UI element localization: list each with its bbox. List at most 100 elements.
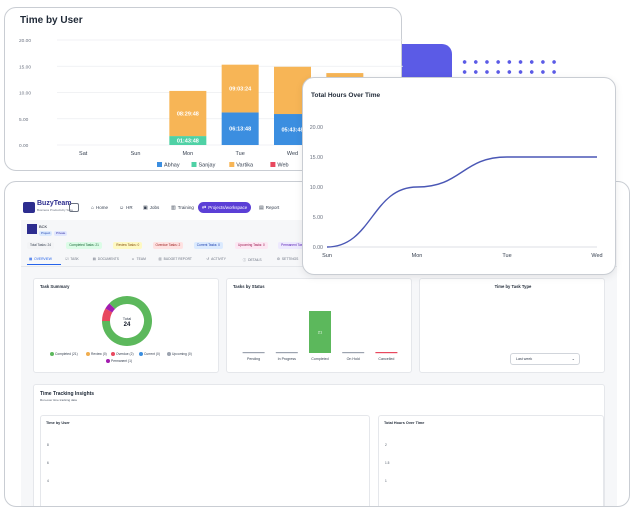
x-tick-label: Sat xyxy=(79,151,88,157)
nav-home[interactable]: ⌂ Home xyxy=(87,202,112,213)
sidebar-toggle-button[interactable] xyxy=(69,203,79,212)
tab-details[interactable]: ⓘ DETAILS xyxy=(242,257,262,263)
y-tick-label: 0.00 xyxy=(19,143,29,149)
nav-projects[interactable]: ⇄ Projects/workspace xyxy=(198,202,252,213)
y-tick-label: 20.00 xyxy=(310,125,323,131)
period-select[interactable]: Last week ⌄ xyxy=(510,353,580,365)
mini-total-hours-title: Total Hours Over Time xyxy=(384,421,425,425)
mini-left-tick: 6 xyxy=(47,461,49,465)
legend-label: Abhay xyxy=(164,163,180,169)
donut-center-value: 24 xyxy=(124,322,131,328)
project-logo xyxy=(27,224,37,234)
period-select-value: Last week xyxy=(516,357,533,361)
tab-documents[interactable]: ▤ DOCUMENTS xyxy=(93,257,119,261)
nav-hr-label: HR xyxy=(126,205,133,210)
time-by-user-title: Time by User xyxy=(20,15,83,26)
tab-team[interactable]: ☺ TEAM xyxy=(131,257,146,261)
y-tick-label: 20.00 xyxy=(19,38,31,44)
tab-icon: ▦ xyxy=(29,257,33,261)
status-bar xyxy=(342,352,365,354)
total-hours-title: Total Hours Over Time xyxy=(311,92,381,99)
tab-label: ACTIVITY xyxy=(211,257,226,261)
nav-report[interactable]: ▤ Report xyxy=(255,202,283,213)
time-tracking-insights-card: Time Tracking Insights Run-over time tra… xyxy=(33,384,605,506)
tab-overview[interactable]: ▦ OVERVIEW xyxy=(29,257,52,261)
insights-subtitle: Run-over time tracking data xyxy=(40,398,77,402)
x-tick-label: Sun xyxy=(322,253,332,259)
tab-label: OVERVIEW xyxy=(34,257,52,261)
legend-dot xyxy=(111,352,115,357)
donut-legend-item: Review (0) xyxy=(86,352,107,357)
nav-projects-label: Projects/workspace xyxy=(208,205,248,210)
insights-title: Time Tracking Insights xyxy=(40,391,95,397)
stat-chip: Review Tasks: 0 xyxy=(113,242,143,249)
stat-chip: Current Tasks: 0 xyxy=(193,242,223,249)
legend-label: Vartika xyxy=(236,163,254,169)
legend-label: Permanent (1) xyxy=(111,359,133,363)
tasks-by-status-title: Tasks by Status xyxy=(233,284,265,289)
logo-subtitle: Business Productivity Suite xyxy=(37,208,74,212)
x-tick-label: Wed xyxy=(591,253,602,259)
status-bar xyxy=(275,352,298,354)
briefcase-icon: ▣ xyxy=(143,204,148,211)
nav-jobs[interactable]: ▣ Jobs xyxy=(139,202,163,213)
task-summary-card: Task Summary Total 24 Completed (21) Revie… xyxy=(33,278,219,373)
mini-left-tick: 8 xyxy=(47,443,49,447)
y-tick-label: 5.00 xyxy=(19,117,29,123)
legend-dot xyxy=(167,352,171,357)
stat-chip: Permanent Tasks: 1 xyxy=(278,242,313,249)
legend-label: Completed (21) xyxy=(55,352,78,356)
tab-activity[interactable]: ↺ ACTIVITY xyxy=(206,257,226,261)
top-navbar: BuzyTeam Business Productivity Suite ⌂ Ho… xyxy=(5,196,629,218)
tab-icon: ▤ xyxy=(92,257,96,261)
legend-label: Review (0) xyxy=(91,352,107,356)
tab-settings[interactable]: ⚙ SETTINGS xyxy=(277,257,298,261)
nav-training-label: Training xyxy=(177,205,194,210)
y-tick-label: 10.00 xyxy=(310,185,323,191)
workspace-icon: ⇄ xyxy=(202,204,207,211)
legend-label: Upcoming (0) xyxy=(172,352,192,356)
donut-center-label: Total xyxy=(123,316,132,321)
nav-report-label: Report xyxy=(265,205,280,210)
legend-label: Web xyxy=(277,163,288,169)
legend-dot xyxy=(106,359,110,364)
nav-training[interactable]: ▥ Training xyxy=(167,202,198,213)
home-icon: ⌂ xyxy=(91,204,95,211)
y-tick-label: 15.00 xyxy=(19,64,31,70)
x-tick-label: Sun xyxy=(131,151,141,157)
y-tick-label: 15.00 xyxy=(310,155,323,161)
tab-budget-report[interactable]: ▥ BUDGET REPORT xyxy=(159,257,192,261)
x-tick-label: Mon xyxy=(182,151,193,157)
nav-jobs-label: Jobs xyxy=(149,205,160,210)
bar-segment-vartika xyxy=(221,64,259,113)
status-bar xyxy=(375,352,398,354)
bar-segment-sanjay xyxy=(169,136,207,145)
tab-task[interactable]: ☑ TASK xyxy=(65,257,78,261)
x-tick-label: Wed xyxy=(287,151,298,157)
tab-icon: ⓘ xyxy=(242,258,247,262)
chevron-down-icon: ⌄ xyxy=(571,356,575,361)
stat-chip: Completed Tasks: 21 xyxy=(66,242,102,249)
status-category-label: Cancelled xyxy=(378,357,394,361)
tab-icon: ▥ xyxy=(158,257,162,261)
legend-dot xyxy=(50,352,54,357)
logo-icon xyxy=(23,202,35,213)
total-hours-chart: 20.00 15.00 10.00 5.00 0.00 Sun Mon Tue Wed xyxy=(310,125,603,259)
nav-home-label: Home xyxy=(96,205,109,210)
stat-chip: Overdue Tasks: 2 xyxy=(152,242,184,249)
donut-legend-item: Upcoming (0) xyxy=(167,352,192,357)
legend-swatch xyxy=(191,162,197,167)
time-by-task-type-title: Time by Task Type xyxy=(494,284,532,289)
donut-slice xyxy=(105,303,116,313)
legend-swatch xyxy=(270,162,276,167)
status-category-label: On Hold xyxy=(347,357,360,361)
legend-swatch xyxy=(229,162,235,167)
donut-legend-item: Permanent (1) xyxy=(106,359,133,364)
bar-value-label: 08:29:48 xyxy=(177,112,199,118)
mini-right-tick: 1.5 xyxy=(385,461,390,465)
status-category-label: In Progress xyxy=(278,357,297,361)
nav-hr[interactable]: ☺ HR xyxy=(115,202,137,213)
stat-chip: Upcoming Tasks: 0 xyxy=(234,242,268,249)
status-bar xyxy=(242,352,265,354)
